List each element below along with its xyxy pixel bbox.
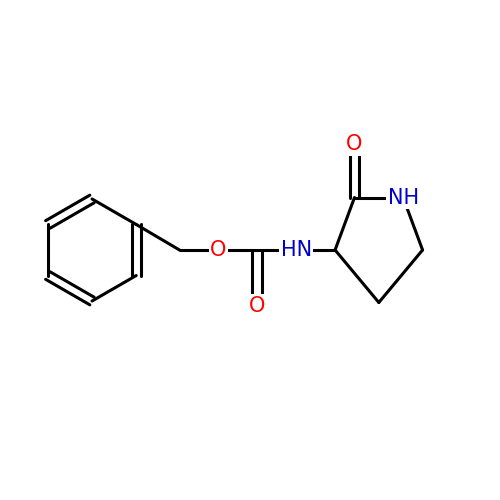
Text: O: O [346, 134, 362, 154]
Text: NH: NH [388, 188, 418, 208]
Text: HN: HN [280, 240, 312, 260]
Text: O: O [249, 296, 266, 316]
Text: O: O [210, 240, 226, 260]
